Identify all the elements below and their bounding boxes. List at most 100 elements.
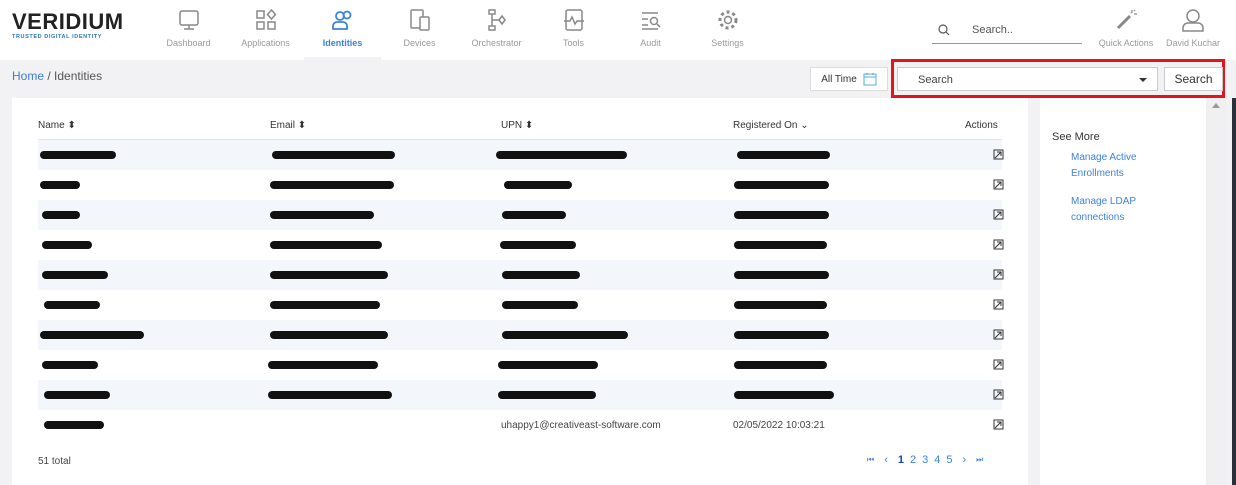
column-header-upn[interactable]: UPN ⬍	[501, 120, 534, 131]
redacted-email	[268, 391, 392, 399]
page-3[interactable]: 3	[922, 454, 929, 466]
redacted-name	[40, 151, 116, 159]
table-row[interactable]	[38, 260, 1004, 290]
nav-orchestrator[interactable]: Orchestrator	[458, 0, 535, 60]
redacted-upn	[496, 151, 627, 159]
cell-upn: uhappy1@creativeast-software.com	[501, 420, 661, 431]
table-row[interactable]: uhappy1@creativeast-software.com 02/05/20…	[38, 410, 1004, 440]
open-details-icon[interactable]	[993, 389, 1004, 400]
redacted-upn	[504, 181, 572, 189]
column-header-email[interactable]: Email ⬍	[270, 120, 307, 131]
redacted-name	[42, 361, 98, 369]
table-row[interactable]	[38, 200, 1004, 230]
redacted-registered	[737, 151, 830, 159]
table-row[interactable]	[38, 290, 1004, 320]
breadcrumb: Home / Identities	[12, 69, 103, 83]
magic-wand-icon	[1116, 9, 1137, 30]
redacted-registered	[734, 331, 829, 339]
first-page-icon[interactable]: ⏮	[867, 455, 875, 464]
nav-settings[interactable]: Settings	[689, 0, 766, 60]
page-1[interactable]: 1	[897, 454, 904, 466]
redacted-upn	[498, 361, 598, 369]
monitor-icon	[178, 10, 199, 30]
redacted-registered	[734, 271, 829, 279]
redacted-registered	[734, 211, 829, 219]
devices-icon	[409, 9, 430, 31]
redacted-upn	[502, 331, 628, 339]
table-row[interactable]	[38, 320, 1004, 350]
manage-ldap-link[interactable]: Manage LDAP connections	[1071, 196, 1136, 223]
users-icon	[331, 10, 351, 30]
page-2[interactable]: 2	[910, 454, 917, 466]
open-details-icon[interactable]	[993, 239, 1004, 250]
page-5[interactable]: 5	[946, 454, 953, 466]
table-row[interactable]	[38, 230, 1004, 260]
redacted-name	[42, 211, 80, 219]
redacted-upn	[498, 391, 596, 399]
column-header-name[interactable]: Name ⬍	[38, 120, 76, 131]
open-details-icon[interactable]	[993, 299, 1004, 310]
top-header: VERIDIUM TRUSTED DIGITAL IDENTITY Dashbo…	[0, 0, 1236, 60]
table-row[interactable]	[38, 350, 1004, 380]
nav-audit[interactable]: Audit	[612, 0, 689, 60]
search-button[interactable]: Search	[1164, 67, 1223, 91]
open-details-icon[interactable]	[993, 419, 1004, 430]
page-4[interactable]: 4	[934, 454, 941, 466]
redacted-name	[44, 421, 104, 429]
redacted-email	[270, 271, 388, 279]
scroll-up-icon[interactable]	[1212, 103, 1220, 108]
scrollbar[interactable]	[1206, 98, 1226, 485]
search-type-select[interactable]: Search	[897, 67, 1158, 91]
search-icon	[938, 24, 950, 36]
table-row[interactable]	[38, 170, 1004, 200]
redacted-registered	[734, 241, 827, 249]
veridium-logo[interactable]: VERIDIUM TRUSTED DIGITAL IDENTITY	[12, 9, 124, 41]
last-page-icon[interactable]: ⏭	[976, 455, 984, 464]
highlight-box	[891, 59, 1225, 98]
time-range-button[interactable]: All Time	[810, 67, 888, 91]
redacted-email	[270, 241, 382, 249]
open-details-icon[interactable]	[993, 329, 1004, 340]
nav-dashboard[interactable]: Dashboard	[150, 0, 227, 60]
redacted-email	[272, 151, 395, 159]
user-menu[interactable]: David Kuchar	[1162, 8, 1224, 48]
next-page-icon[interactable]: ›	[962, 454, 967, 466]
cell-registered: 02/05/2022 10:03:21	[733, 420, 825, 431]
user-icon	[1182, 9, 1204, 32]
table-row[interactable]	[38, 140, 1004, 170]
redacted-email	[270, 301, 380, 309]
redacted-email	[268, 361, 378, 369]
open-details-icon[interactable]	[993, 149, 1004, 160]
nav-applications[interactable]: Applications	[227, 0, 304, 60]
open-details-icon[interactable]	[993, 269, 1004, 280]
identities-table: 51 total ⏮ ‹ 1 2 3 4 5 › ⏭ Name ⬍ Email ⬍ UPN ⬍ Reg…	[12, 98, 1028, 485]
pagination: ⏮ ‹ 1 2 3 4 5 › ⏭	[867, 454, 983, 466]
audit-icon	[641, 12, 661, 30]
redacted-registered	[734, 391, 834, 399]
redacted-registered	[734, 301, 827, 309]
redacted-email	[270, 331, 388, 339]
apps-icon	[255, 8, 277, 30]
redacted-name	[44, 391, 110, 399]
nav-tools[interactable]: Tools	[535, 0, 612, 60]
table-row[interactable]	[38, 380, 1004, 410]
see-more-panel: See More Manage Active Enrollments Manag…	[1040, 98, 1206, 485]
redacted-upn	[502, 271, 580, 279]
total-count: 51 total	[38, 456, 71, 467]
nav-identities[interactable]: Identities	[304, 0, 381, 60]
redacted-upn	[502, 301, 578, 309]
open-details-icon[interactable]	[993, 209, 1004, 220]
redacted-name	[42, 241, 92, 249]
prev-page-icon[interactable]: ‹	[884, 454, 888, 466]
open-details-icon[interactable]	[993, 359, 1004, 370]
breadcrumb-current: Identities	[54, 69, 103, 83]
column-header-registered-on[interactable]: Registered On ⌄	[733, 120, 809, 131]
open-details-icon[interactable]	[993, 179, 1004, 190]
manage-active-enrollments-link[interactable]: Manage Active Enrollments	[1071, 152, 1137, 179]
redacted-name	[44, 301, 100, 309]
breadcrumb-home[interactable]: Home	[12, 69, 45, 83]
quick-actions-button[interactable]: Quick Actions	[1096, 8, 1156, 48]
redacted-registered	[734, 181, 829, 189]
nav-devices[interactable]: Devices	[381, 0, 458, 60]
global-search-input[interactable]: Search..	[932, 17, 1082, 44]
